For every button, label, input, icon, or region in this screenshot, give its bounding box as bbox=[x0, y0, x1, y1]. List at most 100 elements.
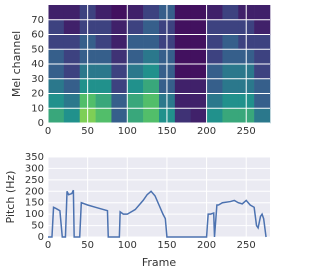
heatmap-cell bbox=[206, 78, 223, 94]
heatmap-cell bbox=[206, 34, 223, 50]
heatmap-cell bbox=[190, 64, 207, 80]
heatmap-cell bbox=[63, 64, 81, 80]
heatmap-cell bbox=[222, 78, 239, 94]
heatmap-cell bbox=[174, 78, 192, 94]
heatmap-cell bbox=[254, 5, 271, 21]
heatmap-cell bbox=[190, 19, 207, 35]
heatmap-cell bbox=[127, 5, 144, 21]
heatmap-cell bbox=[254, 64, 271, 80]
heatmap-cell bbox=[48, 78, 65, 94]
heatmap-cell bbox=[222, 108, 239, 124]
x-tick-label: 200 bbox=[197, 240, 216, 251]
heatmap-cell bbox=[143, 108, 160, 124]
x-tick-label: 50 bbox=[81, 240, 94, 251]
heatmap-cell bbox=[254, 108, 271, 124]
heatmap-cell bbox=[174, 49, 192, 65]
y-tick-label: 100 bbox=[25, 209, 44, 220]
heatmap-cell bbox=[127, 64, 144, 80]
heatmap-cell bbox=[48, 5, 65, 21]
heatmap-cell bbox=[190, 34, 207, 50]
heatmap-cell bbox=[48, 93, 65, 109]
heatmap-cell bbox=[127, 34, 144, 50]
plot-background bbox=[48, 157, 270, 237]
heatmap-cell bbox=[174, 93, 192, 109]
heatmap-cell bbox=[174, 5, 192, 21]
heatmap-cell bbox=[174, 64, 192, 80]
heatmap-cell bbox=[127, 19, 144, 35]
x-tick-label: 200 bbox=[197, 126, 216, 137]
heatmap-cell bbox=[143, 93, 160, 109]
heatmap-cell bbox=[254, 19, 271, 35]
heatmap-cell bbox=[190, 5, 207, 21]
heatmap-cell bbox=[254, 93, 271, 109]
heatmap-cell bbox=[143, 64, 160, 80]
heatmap-cell bbox=[95, 19, 112, 35]
heatmap-cell bbox=[95, 78, 112, 94]
heatmap-cell bbox=[111, 5, 128, 21]
heatmap-cell bbox=[48, 108, 65, 124]
heatmap-cell bbox=[222, 49, 239, 65]
heatmap-cell bbox=[222, 34, 239, 50]
heatmap-cell bbox=[174, 34, 192, 50]
heatmap-cell bbox=[95, 5, 112, 21]
heatmap-cell bbox=[190, 108, 207, 124]
heatmap-cell bbox=[127, 93, 144, 109]
heatmap-cell bbox=[143, 34, 160, 50]
heatmap-cell bbox=[254, 34, 271, 50]
heatmap-cell bbox=[254, 49, 271, 65]
heatmap-cell bbox=[143, 49, 160, 65]
heatmap-cell bbox=[190, 49, 207, 65]
heatmap-cell bbox=[254, 78, 271, 94]
heatmap-cell bbox=[63, 108, 81, 124]
pitch-line bbox=[48, 189, 267, 238]
heatmap-cell bbox=[111, 93, 128, 109]
heatmap-cell bbox=[95, 34, 112, 50]
x-tick-label: 150 bbox=[157, 126, 176, 137]
x-tick-label: 100 bbox=[118, 126, 137, 137]
heatmap-cell bbox=[127, 49, 144, 65]
heatmap-cell bbox=[143, 78, 160, 94]
heatmap-cell bbox=[111, 49, 128, 65]
heatmap-cell bbox=[206, 93, 223, 109]
y-tick-label: 50 bbox=[31, 44, 44, 55]
y-tick-label: 0 bbox=[38, 232, 44, 243]
y-tick-label: 40 bbox=[31, 59, 44, 70]
y-tick-label: 200 bbox=[25, 186, 44, 197]
y-axis-label: Pitch (Hz) bbox=[4, 171, 17, 224]
x-tick-label: 100 bbox=[118, 240, 137, 251]
y-tick-label: 150 bbox=[25, 198, 44, 209]
heatmap-cell bbox=[143, 19, 160, 35]
heatmap-cell bbox=[206, 49, 223, 65]
heatmap-cell bbox=[127, 108, 144, 124]
heatmap-cell bbox=[48, 19, 65, 35]
heatmap-cell bbox=[206, 108, 223, 124]
heatmap-cell bbox=[95, 108, 112, 124]
heatmap-cell bbox=[111, 19, 128, 35]
y-tick-label: 20 bbox=[31, 89, 44, 100]
heatmap-cell bbox=[111, 34, 128, 50]
heatmap-cell bbox=[63, 78, 81, 94]
heatmap-cell bbox=[222, 93, 239, 109]
heatmap-cell bbox=[63, 5, 81, 21]
y-tick-label: 0 bbox=[38, 118, 44, 129]
heatmap-cell bbox=[95, 49, 112, 65]
y-tick-label: 350 bbox=[25, 152, 44, 163]
heatmap-cell bbox=[48, 64, 65, 80]
heatmap-cell bbox=[48, 49, 65, 65]
y-tick-label: 70 bbox=[31, 15, 44, 26]
heatmap-cell bbox=[111, 78, 128, 94]
heatmap-cell bbox=[143, 5, 160, 21]
heatmap-cell bbox=[206, 19, 223, 35]
heatmap-cell bbox=[63, 93, 81, 109]
heatmap-cell bbox=[48, 34, 65, 50]
y-tick-label: 60 bbox=[31, 30, 44, 41]
x-axis-label: Frame bbox=[142, 256, 177, 269]
y-axis-label: Mel channel bbox=[10, 31, 23, 97]
y-tick-label: 50 bbox=[31, 221, 44, 232]
heatmap-cell bbox=[174, 108, 192, 124]
heatmap-cell bbox=[63, 49, 81, 65]
heatmap-cell bbox=[95, 93, 112, 109]
x-tick-label: 250 bbox=[237, 126, 256, 137]
heatmap-cell bbox=[222, 19, 239, 35]
x-tick-label: 250 bbox=[237, 240, 256, 251]
